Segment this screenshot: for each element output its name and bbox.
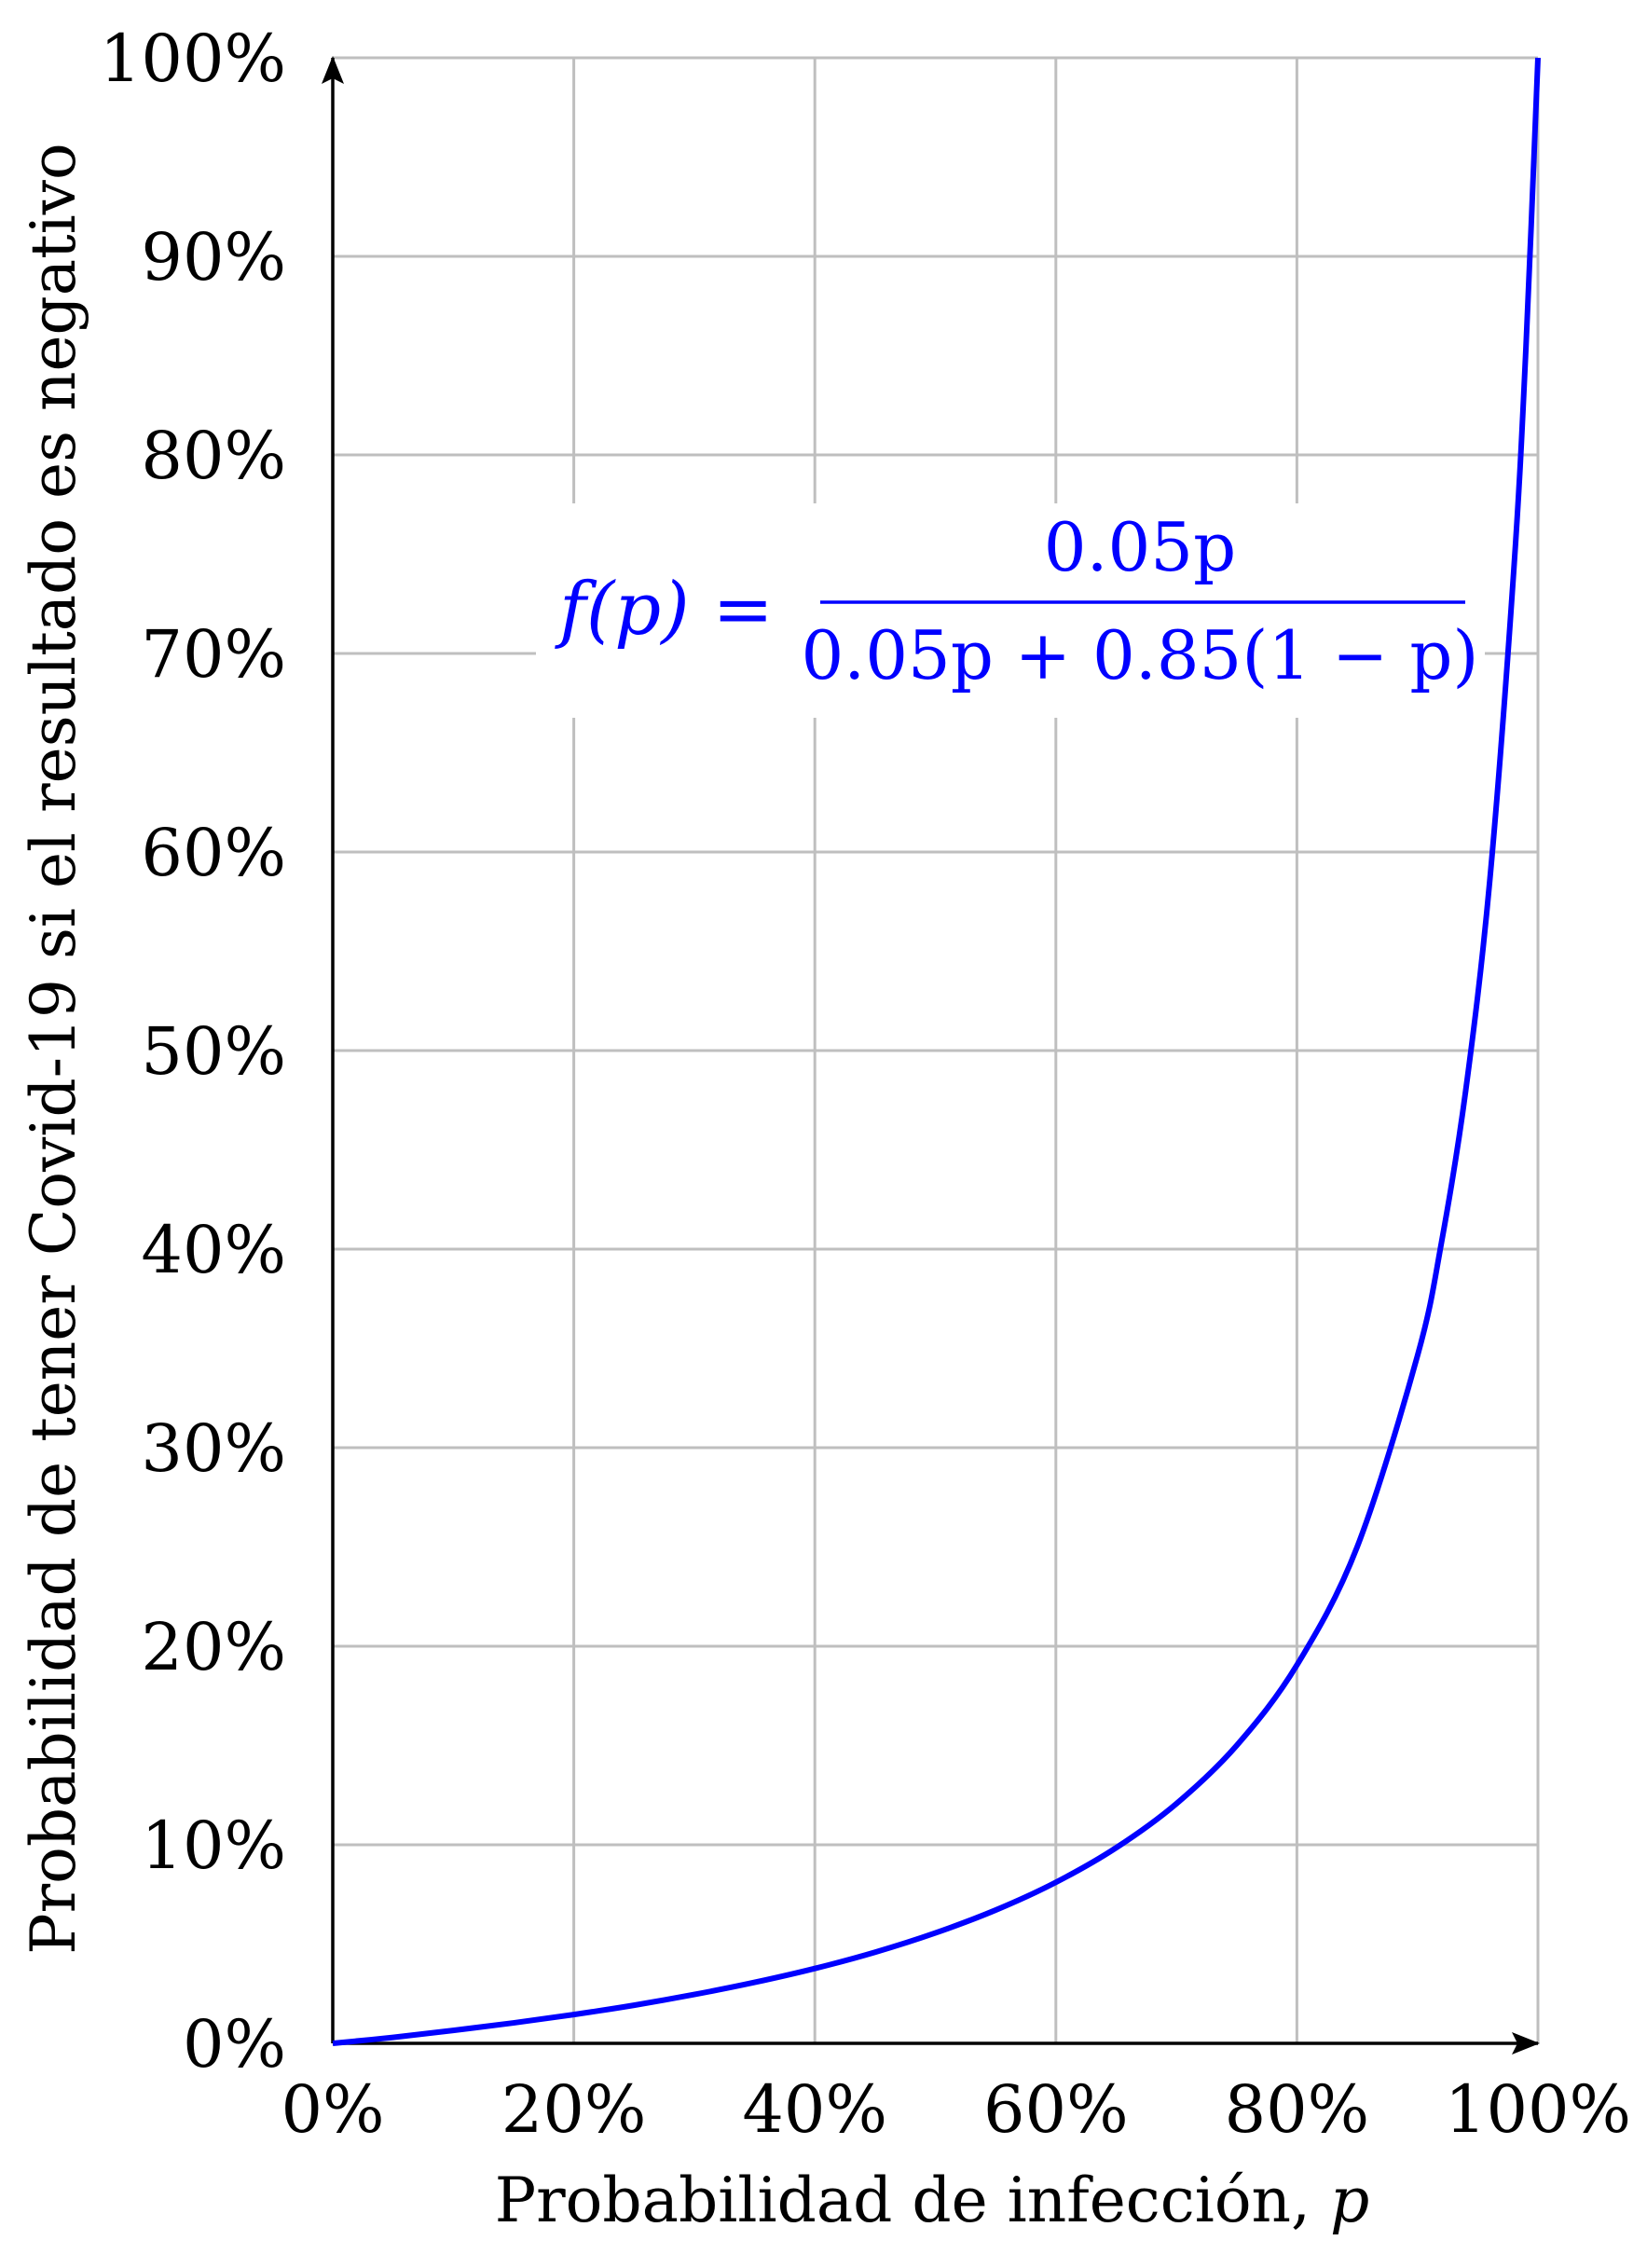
y-tick-label: 80% [141,418,286,494]
y-tick-label: 10% [141,1808,286,1884]
x-axis-arrow [1512,2032,1540,2055]
y-axis-title: Probabilidad de tener Covid-19 si el res… [18,143,89,1955]
y-tick-label: 0% [183,2006,286,2082]
x-tick-label: 60% [983,2071,1129,2148]
x-tick-label: 40% [742,2071,887,2148]
grid [331,56,1540,2045]
tick-labels: 0% 20% 40% 60% 80% 100% 0% 10% 20% 30% 40% 50% 60% 70… [100,21,1631,2148]
y-tick-label: 90% [141,219,286,296]
y-tick-label: 50% [141,1013,286,1090]
y-tick-label: 100% [100,21,286,97]
y-tick-label: 40% [141,1212,286,1288]
y-tick-label: 70% [141,616,286,693]
y-tick-label: 60% [141,815,286,891]
x-tick-label: 80% [1225,2071,1370,2148]
formula-annotation: f(p) = 0.05p 0.05p + 0.85(1 − p) [555,508,1479,694]
y-axis-arrow [322,56,344,84]
formula-denominator: 0.05p + 0.85(1 − p) [802,616,1479,694]
y-tick-label: 30% [141,1410,286,1487]
formula-background [536,503,1485,718]
formula-lhs: f(p) = [555,568,774,652]
series-line [332,57,1541,2046]
x-tick-label: 20% [501,2071,647,2148]
y-tick-label: 20% [141,1609,286,1685]
formula-numerator: 0.05p [1044,508,1236,586]
plot-area [332,57,1541,2046]
x-axis-title: Probabilidad de infección, p [495,2165,1370,2236]
axes [322,56,1540,2055]
x-tick-label: 0% [281,2071,384,2148]
x-tick-label: 100% [1445,2071,1631,2148]
